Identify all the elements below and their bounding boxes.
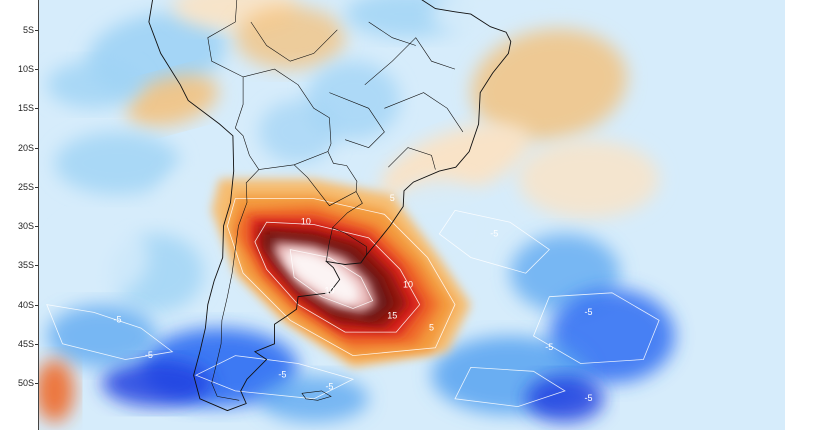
- latitude-tick: [35, 383, 38, 385]
- country-borders: [148, 0, 512, 412]
- country-border: [368, 21, 416, 46]
- contour-label: -5: [145, 350, 153, 360]
- contour-label: -5: [113, 315, 121, 325]
- contour-label: -5: [490, 228, 498, 238]
- latitude-label: 15S: [17, 103, 34, 114]
- latitude-tick: [35, 186, 38, 188]
- contour-label: 5: [390, 193, 395, 203]
- latitude-label: 50S: [17, 378, 34, 389]
- contour-label: -5: [584, 307, 592, 317]
- anomaly-blob: [54, 131, 181, 195]
- latitude-label: 30S: [17, 221, 34, 232]
- latitude-label: 35S: [17, 260, 34, 271]
- latitude-tick: [35, 265, 38, 267]
- contour-label: -5: [584, 393, 592, 403]
- anomaly-blob: [126, 74, 219, 127]
- anomaly-blob: [471, 28, 628, 141]
- latitude-axis: 5S 10S 15S 20S 25S 30S 35S 40S 45S 50S: [0, 0, 38, 430]
- contour-line: [195, 355, 355, 400]
- anomaly-contours: [46, 198, 660, 408]
- contour-line: [46, 304, 174, 360]
- coastline: [148, 0, 512, 412]
- anomaly-blob: [46, 304, 157, 368]
- map-panel: 10 10 10 15 5 5 -5 -5 -5 -5 -5 -5 -5 -5: [38, 0, 786, 430]
- anomaly-blob: [517, 139, 660, 219]
- contour-label: -5: [278, 370, 286, 380]
- anomaly-blob: [156, 163, 236, 258]
- anomaly-blob: [39, 359, 75, 423]
- contour-label: 15: [387, 311, 397, 321]
- latitude-tick: [35, 343, 38, 345]
- latitude-label: 40S: [17, 299, 34, 310]
- anomaly-blob: [101, 359, 212, 407]
- country-border: [207, 0, 244, 129]
- contour-label: 10: [301, 217, 311, 227]
- contour-labels: 10 10 10 15 5 5 -5 -5 -5 -5 -5 -5 -5 -5: [113, 193, 592, 403]
- latitude-tick: [35, 147, 38, 149]
- anomaly-field: [39, 0, 785, 430]
- contour-label: -5: [545, 342, 553, 352]
- country-border: [388, 147, 436, 170]
- country-border: [235, 68, 332, 170]
- right-margin: [785, 0, 824, 430]
- country-border: [293, 151, 358, 207]
- anomaly-blob: [525, 375, 605, 423]
- country-border: [250, 21, 338, 62]
- latitude-label: 10S: [17, 64, 34, 75]
- latitude-label: 5S: [22, 24, 34, 35]
- contour-line: [254, 221, 421, 333]
- anomaly-blob: [54, 218, 149, 297]
- latitude-tick: [35, 69, 38, 71]
- country-border: [329, 92, 385, 148]
- anomaly-blob: [46, 61, 142, 109]
- latitude-tick: [35, 226, 38, 228]
- contour-line: [438, 209, 550, 274]
- contour-line: [533, 292, 660, 364]
- country-border: [384, 92, 464, 133]
- latitude-label: 25S: [17, 181, 34, 192]
- contour-line: [226, 198, 456, 357]
- country-border: [364, 37, 456, 86]
- contour-line: [289, 249, 374, 309]
- contour-label: 10: [403, 279, 413, 289]
- temperature-anomaly-map: 10 10 10 15 5 5 -5 -5 -5 -5 -5 -5 -5 -5: [39, 0, 785, 430]
- country-border: [211, 169, 260, 401]
- falkland-islands-outline: [301, 390, 332, 401]
- anomaly-blob: [235, 6, 346, 70]
- latitude-tick: [35, 29, 38, 31]
- contour-label: 5: [429, 323, 434, 333]
- country-border: [326, 227, 333, 262]
- warm-anomaly-band: [286, 249, 361, 305]
- latitude-tick: [35, 304, 38, 306]
- latitude-tick: [35, 108, 38, 110]
- contour-line: [454, 366, 566, 408]
- contour-label: 10: [324, 286, 334, 296]
- latitude-label: 20S: [17, 142, 34, 153]
- anomaly-blob: [258, 100, 338, 164]
- contour-label: -5: [325, 381, 333, 391]
- latitude-label: 45S: [17, 338, 34, 349]
